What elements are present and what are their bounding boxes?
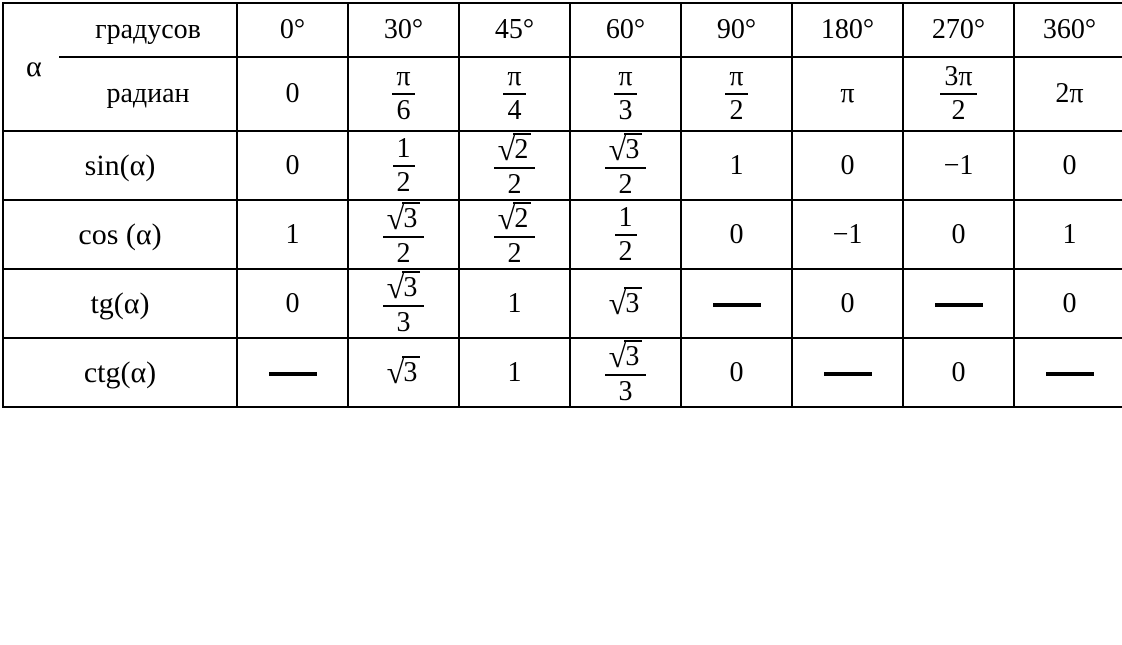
degree-header-cell: 90° [681, 3, 792, 57]
degrees-label-cell: градусов [59, 3, 237, 57]
radians-label-cell: радиан [59, 57, 237, 131]
radian-header-cell: 0 [237, 57, 348, 131]
degree-header-cell: 30° [348, 3, 459, 57]
value-cell: 12 [348, 131, 459, 200]
alpha-symbol: α [26, 50, 42, 84]
value-cell: √33 [348, 269, 459, 338]
value-cell: √32 [348, 200, 459, 269]
value-cell: √32 [570, 131, 681, 200]
value-cell: 1 [681, 131, 792, 200]
undefined-dash [713, 303, 761, 307]
radian-header-cell: π4 [459, 57, 570, 131]
undefined-dash [269, 372, 317, 376]
table-row: ctg(α)√31√3300 [3, 338, 1122, 407]
value-cell: 0 [237, 269, 348, 338]
value-cell: √3 [570, 269, 681, 338]
value-cell: 1 [459, 269, 570, 338]
value-cell: √3 [348, 338, 459, 407]
radians-label: радиан [106, 78, 189, 110]
value-cell: 0 [903, 338, 1014, 407]
value-cell [237, 338, 348, 407]
value-cell: 0 [1014, 131, 1122, 200]
radian-header-cell: π6 [348, 57, 459, 131]
trig-table: α градусов 0°30°45°60°90°180°270°360° ра… [2, 2, 1122, 408]
table-row: tg(α)0√331√300 [3, 269, 1122, 338]
value-cell: √22 [459, 200, 570, 269]
degree-header-cell: 60° [570, 3, 681, 57]
function-label-cell: ctg(α) [3, 338, 237, 407]
degree-header-cell: 360° [1014, 3, 1122, 57]
value-cell [903, 269, 1014, 338]
value-cell [1014, 338, 1122, 407]
header-row-degrees: α градусов 0°30°45°60°90°180°270°360° [3, 3, 1122, 57]
radian-header-cell: π2 [681, 57, 792, 131]
table-row: cos (α)1√32√22120−101 [3, 200, 1122, 269]
function-label: tg(α) [90, 287, 149, 320]
function-label-cell: cos (α) [3, 200, 237, 269]
radian-header-cell: π [792, 57, 903, 131]
function-label-cell: sin(α) [3, 131, 237, 200]
value-cell: 0 [237, 131, 348, 200]
value-cell [792, 338, 903, 407]
degree-header-cell: 270° [903, 3, 1014, 57]
value-cell: 1 [237, 200, 348, 269]
undefined-dash [935, 303, 983, 307]
degree-header-cell: 45° [459, 3, 570, 57]
function-label: cos (α) [78, 218, 161, 251]
value-cell: √33 [570, 338, 681, 407]
value-cell: 12 [570, 200, 681, 269]
function-label: ctg(α) [84, 356, 156, 389]
value-cell: 0 [903, 200, 1014, 269]
value-cell: 1 [1014, 200, 1122, 269]
table-row: sin(α)012√22√3210−10 [3, 131, 1122, 200]
degree-header-cell: 0° [237, 3, 348, 57]
undefined-dash [1046, 372, 1094, 376]
value-cell: 0 [792, 131, 903, 200]
degree-header-cell: 180° [792, 3, 903, 57]
value-cell: −1 [792, 200, 903, 269]
value-cell: 0 [681, 200, 792, 269]
alpha-label-cell: α [3, 3, 59, 131]
degrees-label: градусов [95, 14, 201, 46]
radian-header-cell: 2π [1014, 57, 1122, 131]
value-cell: 0 [681, 338, 792, 407]
value-cell: 1 [459, 338, 570, 407]
radian-header-cell: 3π2 [903, 57, 1014, 131]
function-label: sin(α) [85, 149, 156, 182]
header-row-radians: радиан 0π6π4π3π2π3π22π [3, 57, 1122, 131]
value-cell: 0 [1014, 269, 1122, 338]
undefined-dash [824, 372, 872, 376]
value-cell: √22 [459, 131, 570, 200]
value-cell [681, 269, 792, 338]
radian-header-cell: π3 [570, 57, 681, 131]
function-label-cell: tg(α) [3, 269, 237, 338]
value-cell: 0 [792, 269, 903, 338]
value-cell: −1 [903, 131, 1014, 200]
